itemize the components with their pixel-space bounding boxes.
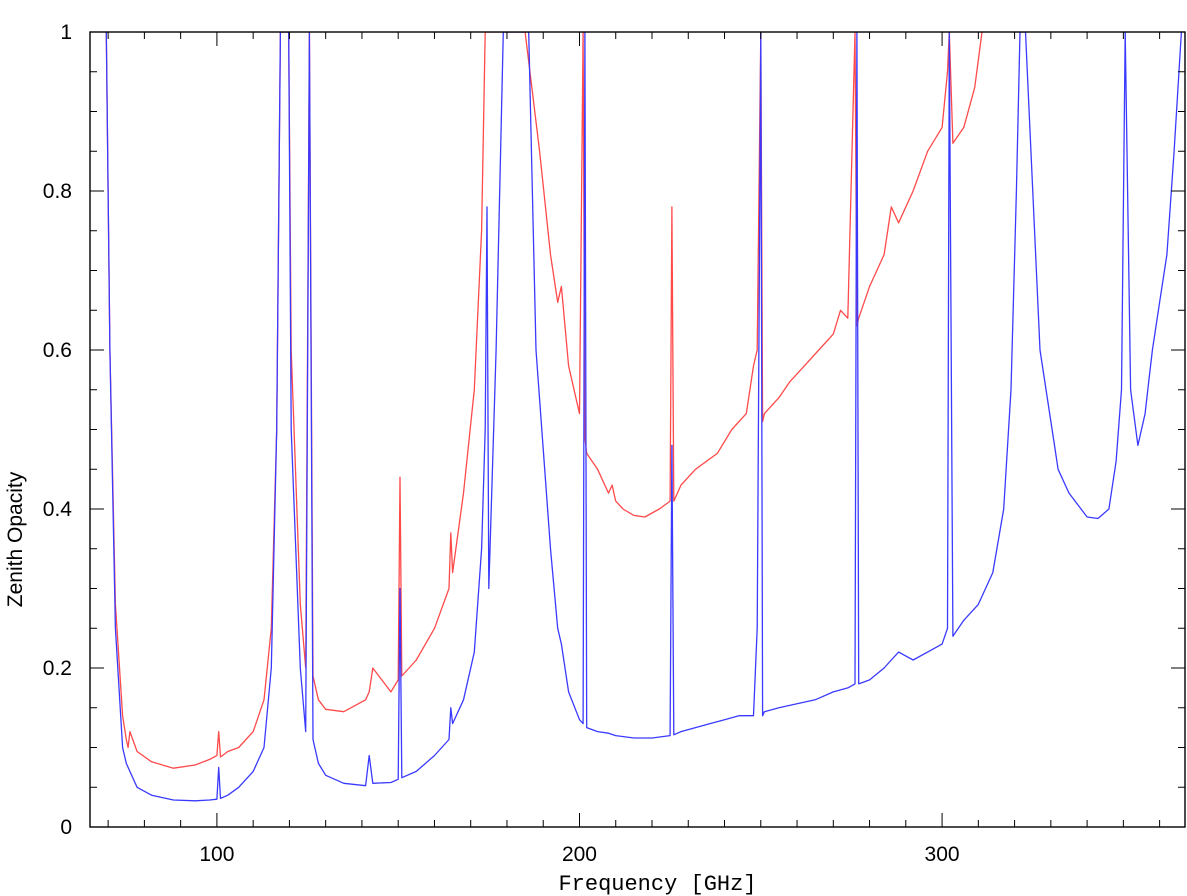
y-tick-label: 0.6 [43,339,72,362]
x-tick-label: 100 [199,843,234,866]
x-axis-ticks: 100 200 300 [107,32,1161,866]
plot-frame [89,31,1186,828]
y-tick-label: 0 [60,816,72,839]
x-tick-label: 200 [562,843,597,866]
y-tick-label: 0.8 [43,180,72,203]
series-line-1 [105,32,983,769]
y-axis-ticks: 0 0.2 0.4 0.6 0.8 1 [43,21,1185,839]
y-tick-label: 1 [60,21,72,44]
y-axis-label: Zenith Opacity [4,471,27,607]
y-tick-label: 0.2 [43,657,72,680]
series-line-2 [105,32,1183,802]
y-tick-label: 0.4 [43,498,73,521]
plot-area [105,32,1183,802]
x-tick-label: 300 [925,843,960,866]
x-axis-label: Frequency [GHz] [558,872,756,896]
